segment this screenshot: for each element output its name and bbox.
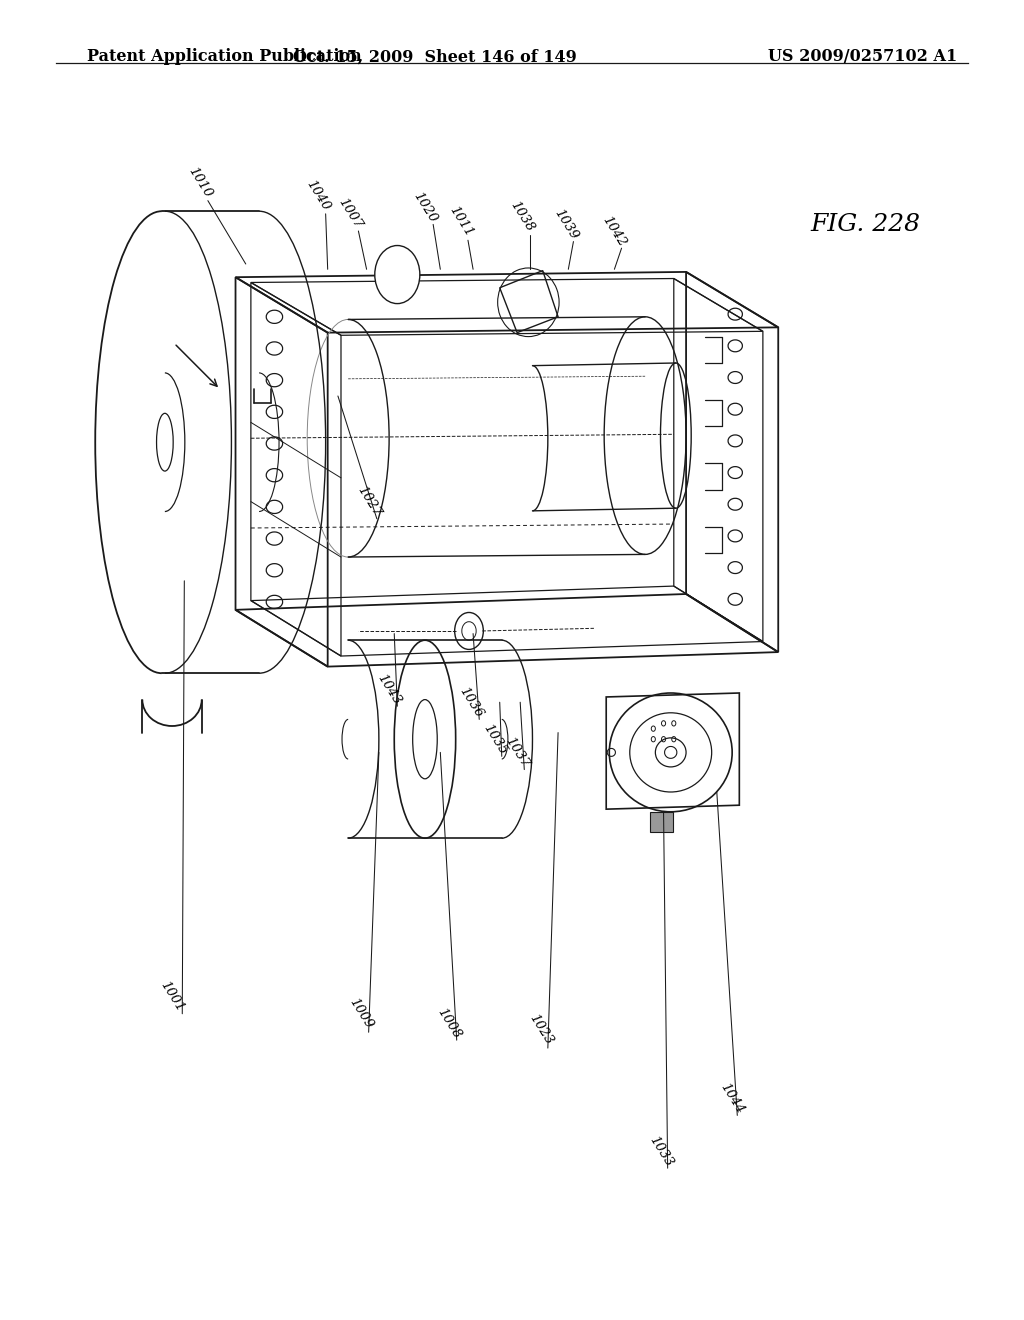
Bar [650,812,673,832]
Text: Patent Application Publication: Patent Application Publication [87,49,361,65]
Circle shape [375,246,420,304]
Text: 1044: 1044 [718,1081,746,1115]
Text: 1027: 1027 [354,484,383,519]
Text: Oct. 15, 2009  Sheet 146 of 149: Oct. 15, 2009 Sheet 146 of 149 [293,49,578,65]
Text: 1023: 1023 [526,1012,555,1047]
Text: 1033: 1033 [646,1134,675,1168]
Text: US 2009/0257102 A1: US 2009/0257102 A1 [768,49,957,65]
Text: FIG. 228: FIG. 228 [810,213,921,236]
Text: 1020: 1020 [411,190,439,224]
Text: 1009: 1009 [346,997,375,1031]
Text: 1035: 1035 [480,722,509,756]
Text: 1010: 1010 [185,165,214,199]
Text: 1038: 1038 [508,199,537,234]
Text: 1039: 1039 [552,207,581,242]
Text: 1040: 1040 [303,178,332,213]
Text: 1001: 1001 [158,979,186,1014]
Text: 1037: 1037 [503,735,531,770]
Text: 1007: 1007 [336,197,365,231]
Text: 1036: 1036 [457,685,485,719]
Text: 1042: 1042 [600,214,629,248]
Text: 1011: 1011 [446,205,475,239]
Text: 1008: 1008 [434,1006,463,1040]
Text: 1043: 1043 [375,672,403,706]
